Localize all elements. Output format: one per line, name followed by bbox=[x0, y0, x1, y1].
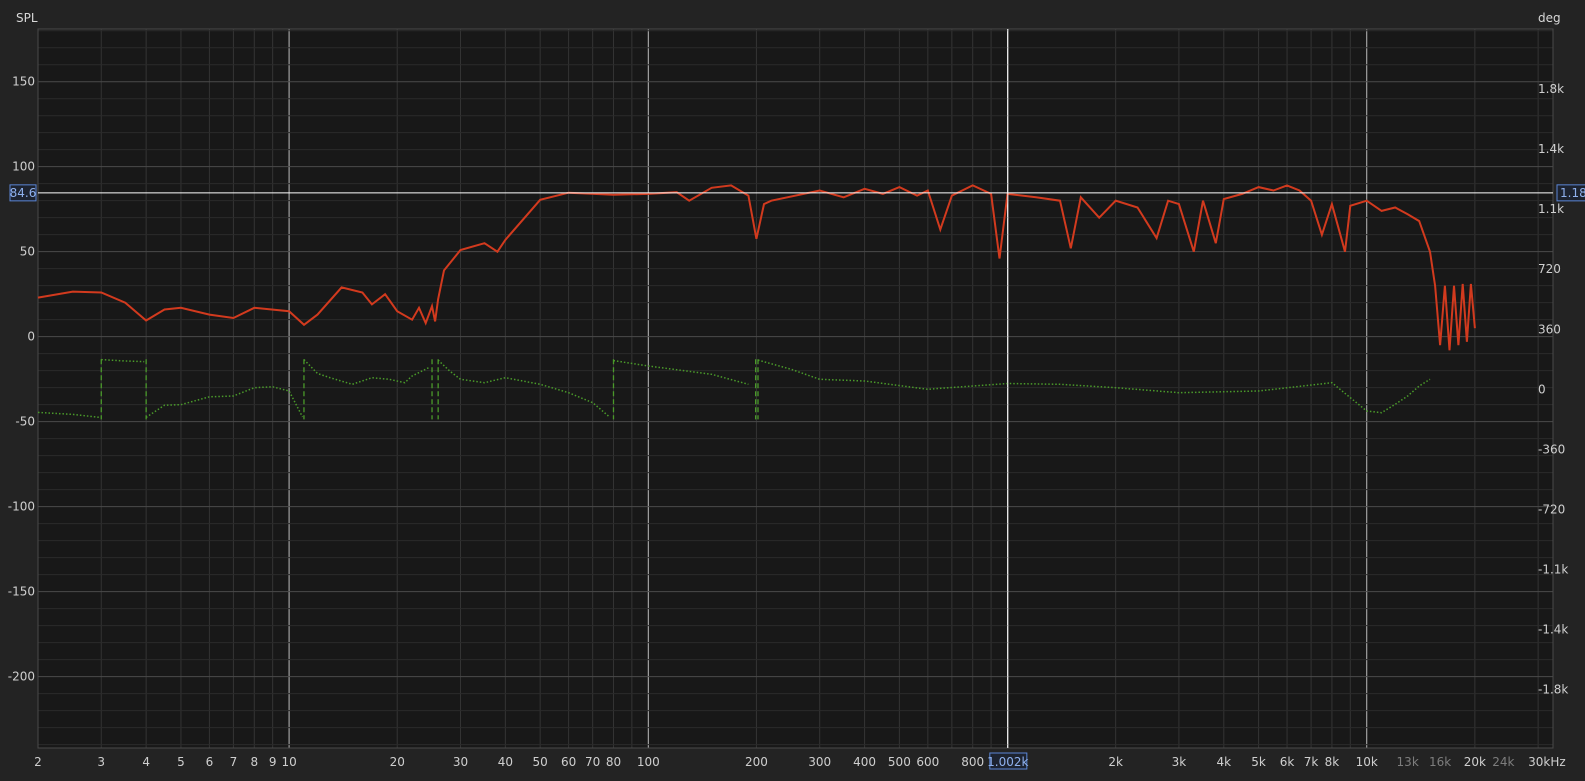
y-right-tick-label: 720 bbox=[1538, 262, 1561, 276]
x-tick-label: 9 bbox=[269, 755, 277, 769]
phase-curve bbox=[145, 386, 304, 419]
phase-curve bbox=[613, 359, 749, 386]
plot-border bbox=[37, 28, 1554, 749]
y-left-tick-label: 0 bbox=[27, 330, 35, 344]
y-right-tick-label: -1.1k bbox=[1538, 563, 1568, 577]
y-left-tick-label: -100 bbox=[8, 500, 35, 514]
x-tick-label: 70 bbox=[585, 755, 600, 769]
x-tick-label: 3 bbox=[97, 755, 105, 769]
y-right-tick-label: 1.1k bbox=[1538, 202, 1564, 216]
x-tick-label: 800 bbox=[961, 755, 984, 769]
x-tick-label: 80 bbox=[606, 755, 621, 769]
x-tick-label: 600 bbox=[916, 755, 939, 769]
x-tick-label: 40 bbox=[498, 755, 513, 769]
x-tick-label: 500 bbox=[888, 755, 911, 769]
x-tick-label: 400 bbox=[853, 755, 876, 769]
x-tick-label: 60 bbox=[561, 755, 576, 769]
cursor-phase-label: 1.181 bbox=[1560, 186, 1585, 200]
y-left-tick-label: -50 bbox=[15, 415, 35, 429]
x-tick-label: 20k bbox=[1464, 755, 1486, 769]
y-right-tick-label: 1.4k bbox=[1538, 142, 1564, 156]
y-left-tick-label: -200 bbox=[8, 670, 35, 684]
x-tick-label: 16k bbox=[1429, 755, 1451, 769]
y-left-tick-label: 100 bbox=[12, 160, 35, 174]
x-tick-label: 7 bbox=[230, 755, 238, 769]
x-tick-label: 4k bbox=[1216, 755, 1231, 769]
cursor-freq-label: 1.002k bbox=[987, 755, 1028, 769]
phase-curve bbox=[757, 359, 1431, 414]
y-left-tick-label: 50 bbox=[20, 245, 35, 259]
axes: 2 3 4 5 6 7 8 9 10 20 30 40 50 60 70 80 100 200 300 400 500 6… bbox=[8, 75, 1569, 769]
cursor-spl-box bbox=[9, 184, 37, 202]
x-tick-label: 300 bbox=[808, 755, 831, 769]
x-tick-label: 4 bbox=[142, 755, 150, 769]
plot-area[interactable] bbox=[38, 29, 1553, 748]
x-tick-label: 6 bbox=[206, 755, 214, 769]
x-tick-label: 24k bbox=[1492, 755, 1514, 769]
cursor-phase-box bbox=[1556, 184, 1585, 202]
cursor-spl-label: 84.6 bbox=[10, 186, 37, 200]
phase-curve bbox=[437, 359, 610, 418]
x-tick-label: 13k bbox=[1397, 755, 1419, 769]
x-tick-label: 6k bbox=[1280, 755, 1295, 769]
y-right-tick-label: -1.4k bbox=[1538, 623, 1568, 637]
y-left-tick-label: -150 bbox=[8, 585, 35, 599]
y-right-tick-label: -360 bbox=[1538, 442, 1565, 456]
cursor-freq-box bbox=[989, 752, 1028, 770]
x-tick-label: 10k bbox=[1356, 755, 1378, 769]
y-right-tick-label: 0 bbox=[1538, 382, 1546, 396]
x-tick-label: 8 bbox=[250, 755, 258, 769]
x-tick-label: 50 bbox=[533, 755, 548, 769]
x-tick-label: 2 bbox=[34, 755, 42, 769]
x-tick-label: 30 bbox=[453, 755, 468, 769]
x-tick-label: 5k bbox=[1251, 755, 1266, 769]
y-left-tick-label: 150 bbox=[12, 75, 35, 89]
x-tick-label: 100 bbox=[637, 755, 660, 769]
x-tick-label: 7k bbox=[1304, 755, 1319, 769]
y-right-tick-label: 360 bbox=[1538, 322, 1561, 336]
right-axis-title: deg bbox=[1538, 11, 1561, 25]
x-tick-label: 200 bbox=[745, 755, 768, 769]
x-tick-label: 5 bbox=[177, 755, 185, 769]
y-right-tick-label: -1.8k bbox=[1538, 683, 1568, 697]
left-axis-title: SPL bbox=[16, 11, 38, 25]
phase-curve bbox=[101, 358, 145, 363]
x-tick-label: 10 bbox=[281, 755, 296, 769]
x-tick-label: 3k bbox=[1172, 755, 1187, 769]
cursor[interactable]: 84.6 1.181 1.002k bbox=[9, 29, 1585, 770]
phase-curve bbox=[303, 359, 430, 386]
phase-curve bbox=[37, 411, 101, 419]
y-right-tick-label: 1.8k bbox=[1538, 82, 1564, 96]
y-right-tick-label: -720 bbox=[1538, 502, 1565, 516]
x-tick-label: 20 bbox=[390, 755, 405, 769]
x-tick-label: 8k bbox=[1325, 755, 1340, 769]
x-tick-label: 2k bbox=[1108, 755, 1123, 769]
x-tick-label: 30kHz bbox=[1528, 755, 1566, 769]
grid bbox=[37, 28, 1554, 749]
